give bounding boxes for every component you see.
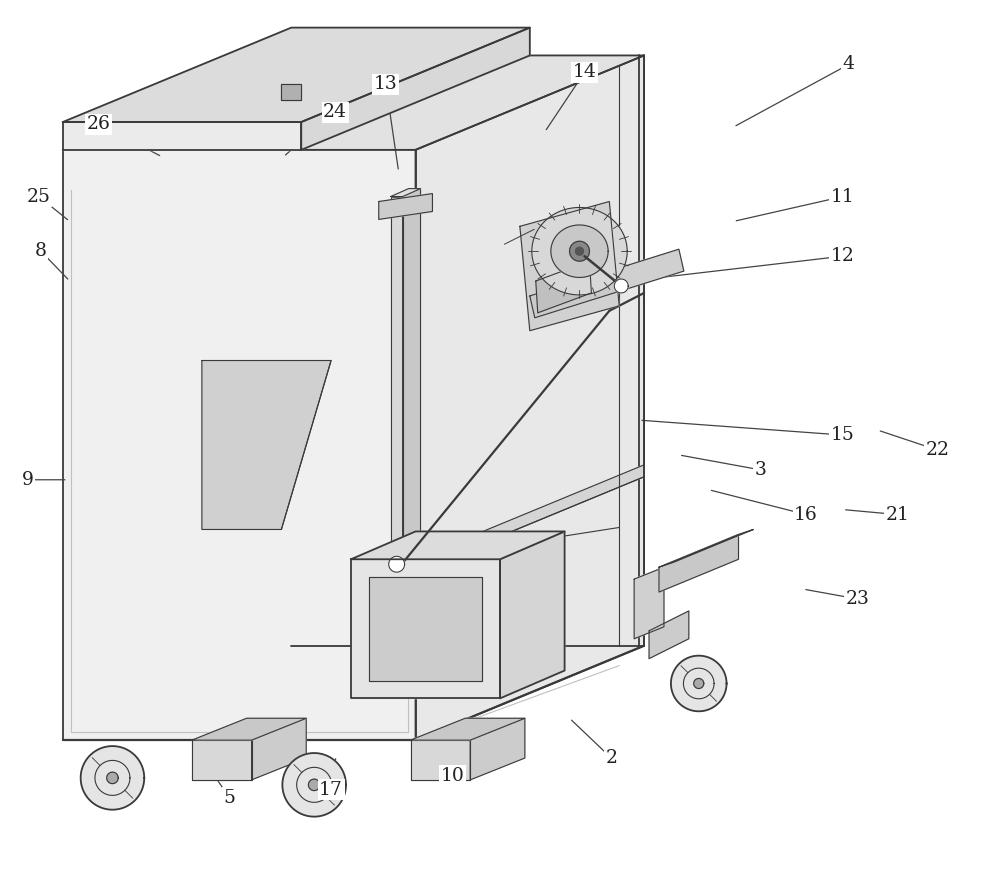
Text: 13: 13	[374, 75, 398, 93]
Polygon shape	[411, 719, 525, 740]
Polygon shape	[282, 753, 346, 817]
Polygon shape	[391, 189, 421, 197]
Polygon shape	[500, 532, 565, 698]
Polygon shape	[520, 201, 619, 330]
Text: 25: 25	[27, 188, 51, 206]
Polygon shape	[351, 532, 565, 559]
Polygon shape	[634, 567, 664, 639]
Polygon shape	[576, 247, 583, 255]
Polygon shape	[659, 534, 738, 592]
Polygon shape	[649, 611, 689, 658]
Polygon shape	[403, 189, 421, 559]
Text: 8: 8	[35, 242, 47, 260]
Polygon shape	[81, 746, 144, 810]
Polygon shape	[202, 361, 331, 530]
Polygon shape	[192, 719, 306, 740]
Polygon shape	[192, 740, 252, 780]
Polygon shape	[281, 84, 301, 100]
Polygon shape	[63, 27, 530, 122]
Polygon shape	[532, 207, 627, 295]
Polygon shape	[694, 679, 704, 688]
Text: 23: 23	[846, 590, 870, 608]
Text: 2: 2	[605, 749, 617, 767]
Text: 16: 16	[794, 506, 818, 524]
Polygon shape	[570, 241, 589, 261]
Polygon shape	[391, 197, 403, 559]
Polygon shape	[252, 719, 306, 780]
Text: 14: 14	[573, 63, 596, 82]
Polygon shape	[308, 779, 320, 790]
Polygon shape	[416, 56, 644, 740]
Polygon shape	[351, 559, 500, 698]
Polygon shape	[411, 740, 470, 780]
Text: 10: 10	[440, 767, 464, 785]
Text: 21: 21	[886, 506, 909, 524]
Polygon shape	[63, 150, 416, 740]
Text: 4: 4	[843, 56, 855, 74]
Polygon shape	[107, 773, 118, 783]
Text: 12: 12	[831, 247, 855, 265]
Polygon shape	[614, 279, 628, 293]
Polygon shape	[536, 261, 591, 313]
Text: 17: 17	[319, 781, 343, 799]
Polygon shape	[63, 122, 301, 150]
Polygon shape	[389, 556, 405, 572]
Polygon shape	[416, 465, 644, 571]
Polygon shape	[301, 27, 530, 150]
Polygon shape	[63, 56, 644, 150]
Text: 11: 11	[831, 188, 855, 206]
Text: 5: 5	[224, 789, 236, 807]
Text: 24: 24	[323, 103, 347, 121]
Text: 9: 9	[22, 470, 34, 489]
Text: 26: 26	[87, 115, 110, 133]
Text: 3: 3	[754, 461, 766, 478]
Polygon shape	[671, 656, 727, 711]
Polygon shape	[369, 577, 482, 680]
Polygon shape	[551, 225, 608, 277]
Text: 15: 15	[831, 426, 855, 444]
Text: 22: 22	[925, 441, 949, 459]
Polygon shape	[659, 530, 753, 567]
Polygon shape	[530, 249, 684, 318]
Polygon shape	[470, 719, 525, 780]
Polygon shape	[379, 193, 432, 220]
